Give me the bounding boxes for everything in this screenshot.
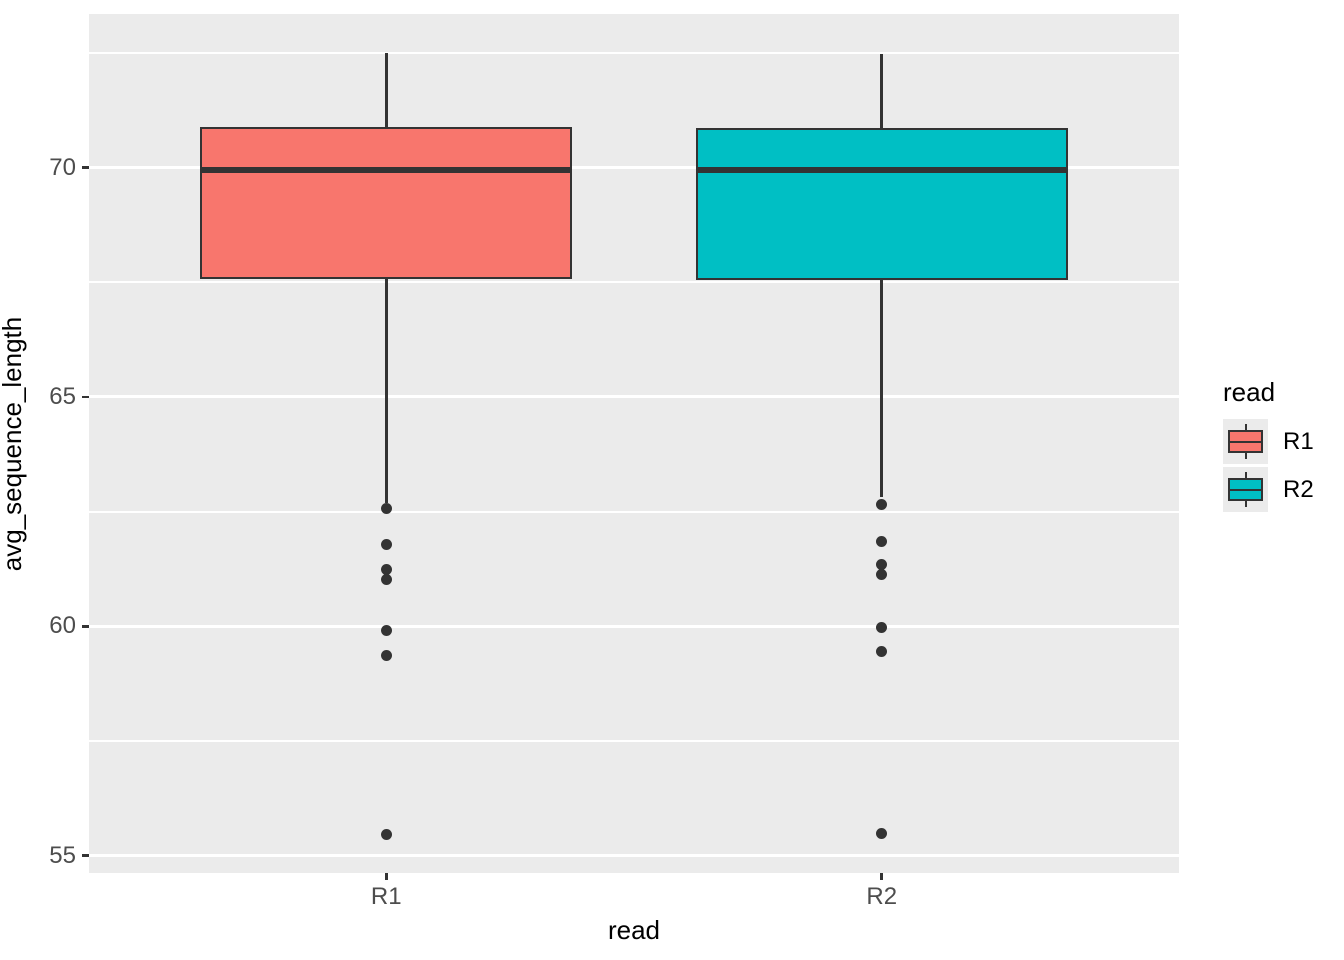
legend-key-boxplot-icon [1223,419,1268,464]
minor-gridline [89,510,1179,513]
x-axis-title: read [607,915,661,945]
major-gridline [89,166,1179,170]
minor-gridline [89,51,1179,54]
outlier-point [380,828,392,840]
upper-whisker [385,52,388,128]
median-line [695,166,1068,173]
outlier-point [876,622,888,634]
major-gridline [89,624,1179,628]
y-tick-label: 60 [49,612,76,640]
outlier-point [380,649,392,661]
x-tick-label: R1 [370,883,402,910]
y-tick-label: 55 [49,841,76,869]
outlier-point [380,573,392,585]
x-tick-mark [385,873,388,880]
outlier-point [876,646,888,658]
major-gridline [89,854,1179,858]
x-tick-mark [880,873,883,880]
y-tick-mark [82,166,89,169]
y-tick-mark [82,395,89,399]
major-gridline [89,395,1179,399]
lower-whisker [880,279,883,497]
outlier-point [380,564,392,576]
y-tick-mark [82,854,89,857]
outlier-point [876,559,888,571]
median-line [200,166,573,173]
legend: read R1 R2 [1223,378,1314,515]
outlier-point [876,569,888,581]
minor-gridline [89,281,1179,284]
legend-title: read [1223,377,1276,407]
outlier-point [876,536,888,548]
outlier-point [380,538,392,550]
x-tick-label: R2 [866,883,898,910]
box-r1 [200,127,573,280]
y-tick-label: 65 [49,382,76,410]
y-tick-label: 70 [49,153,76,181]
minor-gridline [89,739,1179,742]
outlier-point [876,499,888,511]
legend-label: R2 [1283,475,1314,503]
key-median-line [1228,440,1263,443]
box-r2 [695,128,1068,280]
key-median-line [1228,488,1263,491]
y-tick-mark [82,625,89,628]
legend-key-boxplot-icon [1223,467,1268,512]
legend-label: R1 [1283,427,1314,455]
outlier-point [380,625,392,637]
legend-entries: R1 R2 [1223,419,1314,512]
outlier-point [380,503,392,515]
lower-whisker [385,279,388,504]
legend-entry-r1: R1 [1223,419,1314,464]
outlier-point [876,828,888,840]
legend-entry-r2: R2 [1223,467,1314,512]
upper-whisker [880,54,883,129]
y-axis-title: avg_sequence_length [0,316,27,571]
